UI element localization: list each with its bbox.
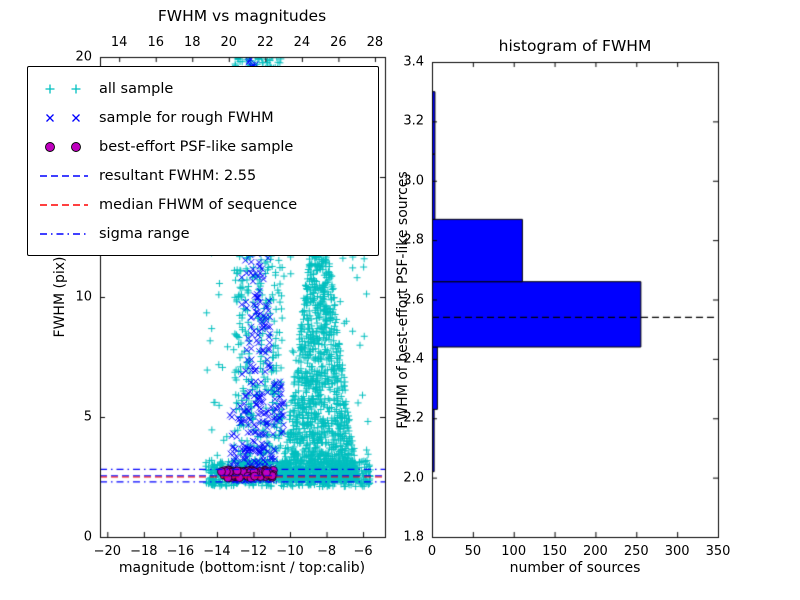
right-y-tick-label: 2.8 xyxy=(403,232,424,248)
legend-entry-label: best-effort PSF-like sample xyxy=(99,138,294,155)
left-top-x-tick-label: 26 xyxy=(330,35,347,50)
right-x-tick-label: 250 xyxy=(623,544,649,559)
left-x-tick-label: −10 xyxy=(276,544,304,559)
legend-entry: sigma range xyxy=(38,219,368,248)
right-x-tick-label: 200 xyxy=(583,544,608,559)
right-x-tick-label: 100 xyxy=(501,544,527,559)
legend-entry-label: resultant FWHM: 2.55 xyxy=(99,167,257,184)
legend-entry-label: all sample xyxy=(99,80,174,97)
legend-dashdot-marker-icon xyxy=(38,225,90,243)
left-x-tick-label: −18 xyxy=(130,544,158,559)
left-x-tick-label: −20 xyxy=(93,544,122,559)
legend-entry-label: sigma range xyxy=(99,225,190,242)
legend-entry: resultant FWHM: 2.55 xyxy=(38,161,368,190)
left-top-x-tick-label: 28 xyxy=(366,35,384,50)
legend-plus-marker-icon xyxy=(38,80,90,98)
legend-entry: all sample xyxy=(38,74,368,103)
right-y-tick-label: 3.2 xyxy=(403,113,424,129)
right-x-tick-label: 300 xyxy=(664,544,690,559)
right-y-tick-label: 2.2 xyxy=(403,410,424,426)
right-y-tick-label: 1.8 xyxy=(403,529,424,545)
left-plot-title: FWHM vs magnitudes xyxy=(157,7,327,25)
right-x-tick-label: 350 xyxy=(705,544,731,559)
left-top-x-tick-label: 16 xyxy=(147,35,164,50)
left-x-tick-label: −8 xyxy=(316,544,337,559)
legend-cross-marker-icon xyxy=(38,109,90,127)
left-x-tick-label: −16 xyxy=(166,544,195,559)
right-x-tick-label: 50 xyxy=(464,544,482,559)
legend-dashed-marker-icon xyxy=(38,196,90,214)
left-xaxis-label: magnitude (bottom:isnt / top:calib) xyxy=(118,560,366,576)
right-x-tick-label: 0 xyxy=(427,544,437,559)
left-x-tick-label: −12 xyxy=(239,544,268,559)
left-x-tick-label: −6 xyxy=(353,544,373,559)
left-y-tick-label: 20 xyxy=(75,49,92,65)
right-plot-title: histogram of FWHM xyxy=(498,37,652,55)
left-top-x-tick-label: 22 xyxy=(257,35,274,50)
right-xaxis-label: number of sources xyxy=(509,560,641,576)
left-y-tick-label: 5 xyxy=(83,409,92,425)
right-y-tick-label: 3.4 xyxy=(403,54,424,70)
legend-box: all sample sample for rough FWHM best-effo… xyxy=(27,66,379,256)
left-top-x-tick-label: 18 xyxy=(183,35,201,50)
legend-entry-label: sample for rough FWHM xyxy=(99,109,274,126)
right-y-tick-label: 2.4 xyxy=(403,351,424,367)
left-top-x-tick-label: 20 xyxy=(220,35,238,50)
left-top-x-tick-label: 14 xyxy=(110,35,128,50)
right-y-tick-label: 3.0 xyxy=(403,173,424,189)
legend-entry-label: median FHWM of sequence xyxy=(99,196,298,213)
left-yaxis-label: FWHM (pix) xyxy=(52,256,68,338)
left-y-tick-label: 10 xyxy=(75,289,92,305)
right-y-tick-label: 2.6 xyxy=(403,292,424,307)
legend-entry: median FHWM of sequence xyxy=(38,190,368,219)
right-y-tick-label: 2.0 xyxy=(403,470,424,486)
right-x-tick-label: 150 xyxy=(542,544,567,559)
legend-entry: best-effort PSF-like sample xyxy=(38,132,368,161)
left-top-x-tick-label: 24 xyxy=(293,35,311,50)
legend-circle-marker-icon xyxy=(38,138,90,156)
left-x-tick-label: −14 xyxy=(203,544,231,559)
legend-entry: sample for rough FWHM xyxy=(38,103,368,132)
legend-dashed-marker-icon xyxy=(38,167,90,185)
left-y-tick-label: 0 xyxy=(83,529,92,545)
